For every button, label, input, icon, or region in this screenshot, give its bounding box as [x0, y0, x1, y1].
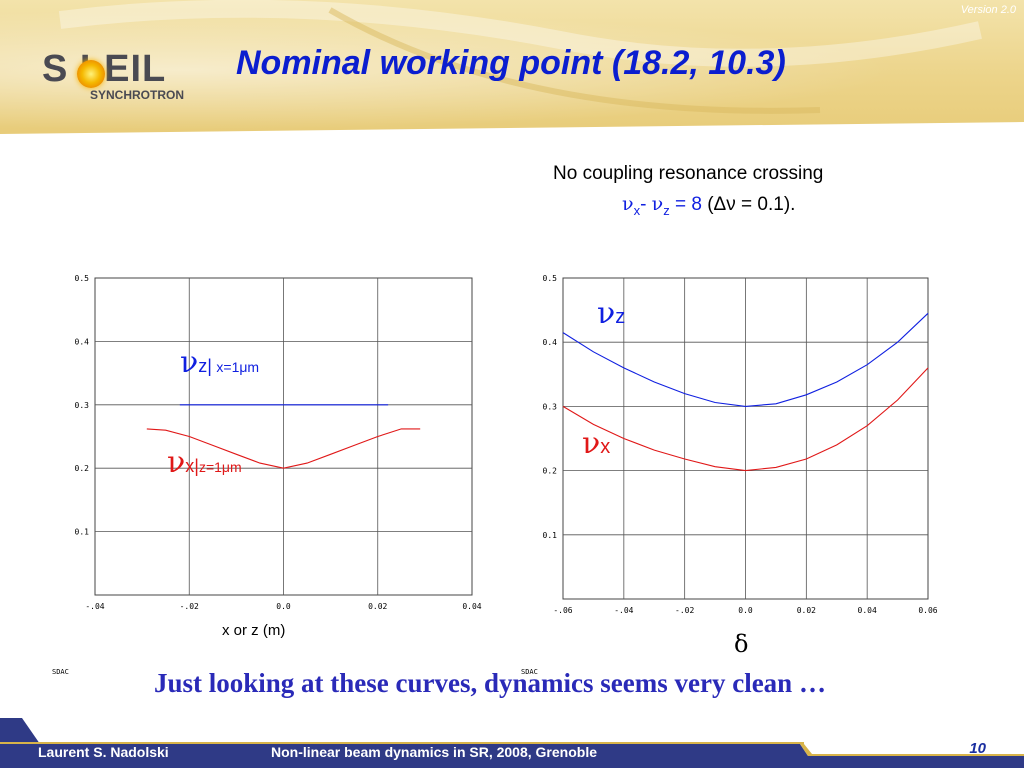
left-nu-z-subscript: z|	[198, 356, 212, 376]
nu-z-subscript: z	[663, 202, 670, 218]
right-x-tick-label: 0.04	[858, 606, 877, 615]
left-y-tick-label: 0.1	[75, 528, 90, 537]
left-series-line-red	[146, 428, 421, 469]
right-x-tick-label: 0.0	[738, 606, 753, 615]
left-nu-x-condition: z=1μm	[198, 459, 242, 475]
equals-eight: = 8	[669, 194, 708, 215]
left-nu-z-label: νz| x=1μm	[180, 345, 259, 380]
right-nu-x-subscript: x	[600, 436, 611, 458]
nu-symbol-2: ν	[651, 193, 664, 215]
right-y-tick-label: 0.4	[543, 338, 558, 347]
right-x-tick-label: 0.06	[918, 606, 937, 615]
version-label: Version 2.0	[960, 4, 1016, 16]
conclusion-text: Just looking at these curves, dynamics s…	[154, 668, 826, 698]
header-banner-glow	[0, 0, 1024, 140]
page-number: 10	[969, 740, 986, 757]
right-y-tick-label: 0.1	[543, 531, 558, 540]
right-x-axis-label: δ	[734, 630, 749, 658]
left-nu-x-subscript: x|	[185, 456, 199, 476]
left-sdac-tag: SDAC	[52, 668, 69, 676]
footer-author: Laurent S. Nadolski	[38, 744, 169, 760]
right-nu-z-label: νz	[597, 296, 625, 331]
right-nu-x-label: νx	[582, 426, 610, 461]
left-x-tick-label: 0.0	[276, 602, 291, 611]
right-sdac-tag: SDAC	[521, 668, 538, 676]
nu-symbol: ν	[622, 193, 634, 215]
left-x-tick-label: -.04	[85, 602, 104, 611]
left-y-tick-label: 0.5	[75, 274, 90, 283]
right-y-tick-label: 0.5	[543, 274, 558, 283]
header-decoration	[0, 0, 1024, 140]
left-nu-x-label: νx|z=1μm	[167, 445, 242, 480]
slide-title: Nominal working point (18.2, 10.3)	[236, 44, 786, 82]
nu-x-subscript: x	[633, 202, 641, 218]
left-nu-z-symbol: ν	[180, 345, 199, 380]
left-y-tick-label: 0.3	[75, 401, 90, 410]
right-nu-x-symbol: ν	[582, 426, 601, 461]
left-x-tick-label: 0.02	[368, 602, 387, 611]
left-x-tick-label: -.02	[180, 602, 199, 611]
chart-left: -.04 -.02 0.0 0.02 0.04 0.1 0.2 0.3 0.4 0.5	[75, 274, 482, 611]
right-series-line-red	[562, 367, 929, 472]
right-nu-z-subscript: z	[615, 306, 626, 328]
note-line-1: No coupling resonance crossing	[553, 163, 824, 184]
delta-nu-note: (Δν = 0.1).	[707, 194, 796, 215]
right-series-line-blue	[562, 312, 929, 407]
right-x-tick-label: -.02	[675, 606, 694, 615]
left-nu-x-symbol: ν	[167, 445, 186, 480]
right-x-tick-label: -.04	[614, 606, 633, 615]
right-x-tick-label: 0.02	[797, 606, 816, 615]
right-y-tick-label: 0.3	[543, 402, 558, 411]
right-x-tick-label: -.06	[553, 606, 572, 615]
left-x-tick-label: 0.04	[462, 602, 481, 611]
left-nu-z-condition: x=1μm	[216, 359, 260, 375]
right-y-tick-label: 0.2	[543, 467, 558, 476]
footer-bar	[0, 718, 1024, 768]
soleil-logo: S LEIL SYNCHROTRON	[42, 48, 202, 118]
sun-icon	[77, 60, 105, 88]
note-line-2: νx- νz = 8 (Δν = 0.1).	[622, 193, 795, 218]
logo-subtitle: SYNCHROTRON	[90, 88, 185, 102]
left-y-tick-label: 0.4	[75, 337, 90, 346]
footer-talk-title: Non-linear beam dynamics in SR, 2008, Gr…	[271, 744, 597, 760]
minus-sign: -	[640, 194, 652, 215]
left-x-axis-label: x or z (m)	[222, 622, 286, 639]
chart-right: -.06 -.04 -.02 0.0 0.02 0.04 0.06 0.1 0.2 0.3 0.4 0…	[543, 274, 938, 615]
right-nu-z-symbol: ν	[597, 296, 616, 331]
left-y-tick-label: 0.2	[75, 464, 90, 473]
